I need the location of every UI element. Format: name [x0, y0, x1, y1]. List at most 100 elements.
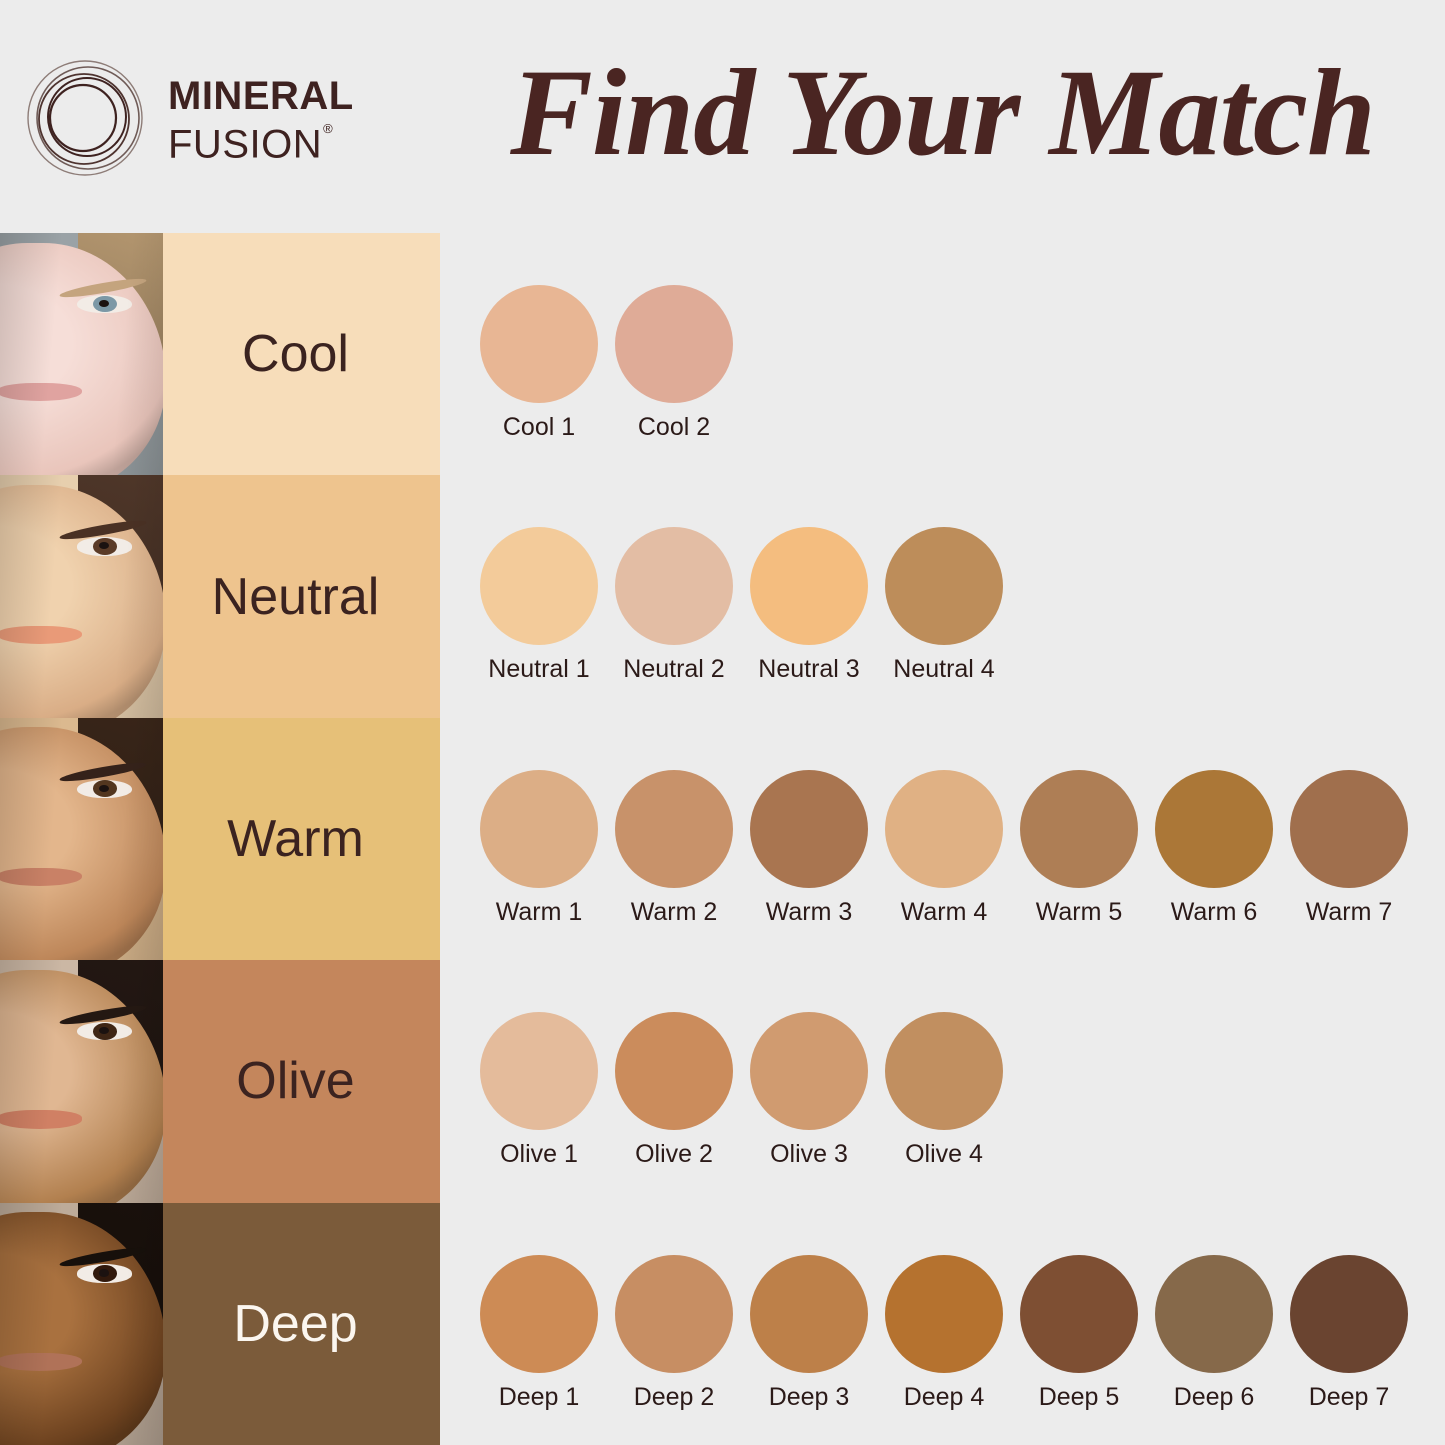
shade-swatch-item[interactable]: Deep 4: [885, 1254, 1003, 1412]
undertone-label: Warm: [227, 809, 364, 868]
portrait-illustration: [0, 233, 163, 476]
shade-panel: Olive 1 Olive 2 Olive 3 Olive 4: [452, 960, 1445, 1203]
shade-swatch-item[interactable]: Olive 3: [750, 1012, 868, 1169]
undertone-label-cell[interactable]: Deep: [163, 1202, 440, 1445]
shade-swatch-label: Deep 6: [1173, 1382, 1255, 1411]
shade-swatch-circle[interactable]: [615, 769, 733, 888]
shade-swatch-item[interactable]: Neutral 1: [480, 527, 598, 684]
shade-swatch-circle[interactable]: [750, 527, 868, 646]
shade-row-cool: Cool Cool 1 Cool 2: [0, 233, 1445, 476]
shade-swatch-label: Neutral 1: [488, 655, 590, 684]
shade-swatch-circle[interactable]: [1020, 769, 1138, 888]
shade-swatch-circle[interactable]: [615, 1012, 733, 1131]
page-title: Find Your Match: [510, 44, 1376, 181]
shade-swatch-circle[interactable]: [480, 1012, 598, 1131]
shade-swatch-circle[interactable]: [750, 1012, 868, 1131]
shade-swatch-item[interactable]: Olive 1: [480, 1012, 598, 1169]
shade-row-olive: Olive Olive 1 Olive 2 Olive 3 Olive 4: [0, 960, 1445, 1203]
shade-swatch-label: Deep 5: [1038, 1382, 1120, 1411]
shade-swatch-circle[interactable]: [885, 769, 1003, 888]
shade-panel: Cool 1 Cool 2: [452, 233, 1445, 476]
brand-wordmark: MINERAL FUSION®: [168, 75, 428, 166]
shade-swatch-label: Warm 6: [1170, 897, 1258, 926]
shade-swatch-label: Deep 2: [633, 1382, 715, 1411]
shade-panel: Neutral 1 Neutral 2 Neutral 3 Neutral 4: [452, 475, 1445, 718]
shade-swatch-item[interactable]: Deep 7: [1290, 1254, 1408, 1412]
shade-swatch-item[interactable]: Warm 4: [885, 769, 1003, 927]
shade-swatch-item[interactable]: Deep 2: [615, 1254, 733, 1412]
shade-swatch-label: Olive 1: [500, 1140, 578, 1169]
shade-swatch-circle[interactable]: [750, 769, 868, 888]
shade-swatch-label: Warm 2: [630, 897, 718, 926]
shade-swatch-circle[interactable]: [750, 1254, 868, 1373]
undertone-label: Deep: [233, 1294, 358, 1353]
undertone-label: Olive: [236, 1052, 355, 1111]
shade-swatch-circle[interactable]: [480, 285, 598, 403]
shade-row-neutral: Neutral Neutral 1 Neutral 2 Neutral 3 Ne…: [0, 475, 1445, 718]
shade-swatch-circle[interactable]: [1290, 769, 1408, 888]
shade-swatch-circle[interactable]: [885, 527, 1003, 646]
shade-swatch-label: Olive 2: [635, 1140, 713, 1169]
shade-swatch-label: Cool 1: [502, 413, 576, 441]
shade-panel: Warm 1 Warm 2 Warm 3 Warm 4 Warm 5 Warm …: [452, 717, 1445, 961]
shade-swatch-item[interactable]: Deep 1: [480, 1254, 598, 1412]
shade-swatch-item[interactable]: Warm 1: [480, 769, 598, 927]
shade-swatch-item[interactable]: Cool 1: [480, 285, 598, 442]
portrait-illustration: [0, 960, 163, 1203]
shade-swatch-item[interactable]: Warm 5: [1020, 769, 1138, 927]
model-portrait-deep: [0, 1202, 163, 1445]
shade-swatch-circle[interactable]: [615, 527, 733, 646]
shade-swatch-label: Olive 3: [770, 1140, 848, 1169]
shade-swatch-circle[interactable]: [1290, 1254, 1408, 1373]
shade-swatch-circle[interactable]: [1155, 1254, 1273, 1373]
shade-swatch-item[interactable]: Warm 3: [750, 769, 868, 927]
registered-mark: ®: [323, 121, 334, 136]
model-portrait-warm: [0, 717, 163, 961]
shade-swatch-label: Warm 1: [495, 897, 583, 926]
shade-swatch-circle[interactable]: [615, 285, 733, 403]
portrait-illustration: [0, 1202, 163, 1445]
undertone-label-cell[interactable]: Cool: [163, 233, 440, 476]
undertone-label-cell[interactable]: Olive: [163, 960, 440, 1203]
shade-swatch-circle[interactable]: [480, 769, 598, 888]
shade-swatch-label: Neutral 3: [758, 655, 860, 684]
concentric-rings-icon: [26, 58, 146, 178]
shade-swatch-item[interactable]: Neutral 3: [750, 527, 868, 684]
model-portrait-olive: [0, 960, 163, 1203]
shade-swatch-item[interactable]: Neutral 2: [615, 527, 733, 684]
shade-swatch-item[interactable]: Deep 5: [1020, 1254, 1138, 1412]
shade-swatch-label: Deep 7: [1308, 1382, 1390, 1411]
shade-swatch-item[interactable]: Warm 7: [1290, 769, 1408, 927]
shade-swatch-circle[interactable]: [615, 1254, 733, 1373]
shade-panel: Deep 1 Deep 2 Deep 3 Deep 4 Deep 5 Deep …: [452, 1202, 1445, 1445]
shade-swatch-label: Warm 4: [900, 897, 988, 926]
shade-swatch-label: Warm 3: [765, 897, 853, 926]
shade-swatch-item[interactable]: Warm 6: [1155, 769, 1273, 927]
shade-swatch-label: Cool 2: [637, 413, 711, 441]
shade-swatch-circle[interactable]: [480, 1254, 598, 1373]
shade-swatch-item[interactable]: Deep 3: [750, 1254, 868, 1412]
shade-row-deep: Deep Deep 1 Deep 2 Deep 3 Deep 4 De: [0, 1202, 1445, 1445]
undertone-label-cell[interactable]: Warm: [163, 717, 440, 961]
shade-swatch-item[interactable]: Olive 2: [615, 1012, 733, 1169]
shade-swatch-item[interactable]: Neutral 4: [885, 527, 1003, 684]
shade-swatch-label: Deep 1: [498, 1382, 580, 1411]
shade-swatch-circle[interactable]: [885, 1012, 1003, 1131]
shade-swatch-label: Neutral 4: [893, 655, 995, 684]
shade-swatch-circle[interactable]: [885, 1254, 1003, 1373]
portrait-illustration: [0, 717, 163, 961]
shade-swatch-item[interactable]: Olive 4: [885, 1012, 1003, 1169]
shade-swatch-circle[interactable]: [480, 527, 598, 646]
undertone-label-cell[interactable]: Neutral: [163, 475, 440, 718]
shade-swatch-label: Warm 5: [1035, 897, 1123, 926]
brand-name-line-1: MINERAL: [168, 74, 354, 118]
shade-swatch-item[interactable]: Deep 6: [1155, 1254, 1273, 1412]
shade-swatch-circle[interactable]: [1155, 769, 1273, 888]
shade-swatch-circle[interactable]: [1020, 1254, 1138, 1373]
shade-swatch-label: Neutral 2: [623, 655, 725, 684]
shade-row-warm: Warm Warm 1 Warm 2 Warm 3 Warm 4 Wa: [0, 717, 1445, 961]
undertone-label: Neutral: [211, 567, 380, 626]
shade-swatch-item[interactable]: Cool 2: [615, 285, 733, 442]
shade-swatch-item[interactable]: Warm 2: [615, 769, 733, 927]
